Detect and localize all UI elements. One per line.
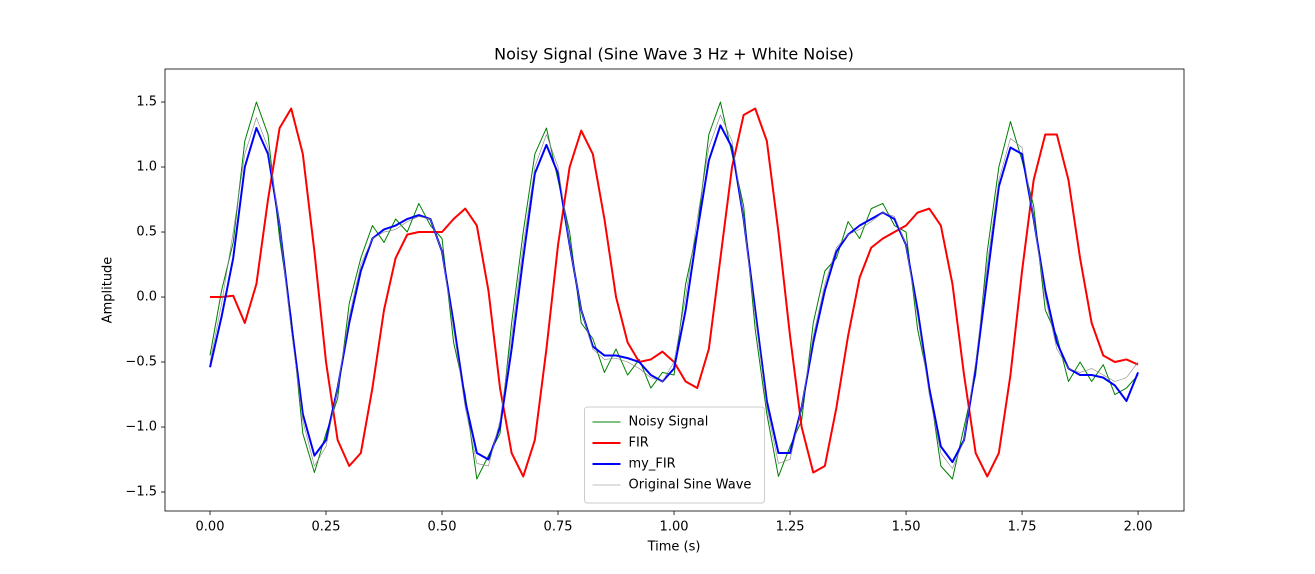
y-tick-label: 0.0 [136, 290, 157, 305]
x-tick-label: 1.25 [776, 520, 805, 535]
x-tick-label: 0.50 [428, 520, 457, 535]
legend-box [584, 406, 765, 504]
chart-title: Noisy Signal (Sine Wave 3 Hz + White Noi… [494, 45, 854, 64]
x-tick-label: 1.75 [1008, 520, 1037, 535]
x-axis-label: Time (s) [647, 540, 701, 555]
series-line [209, 124, 1139, 464]
x-tick-label: 2.00 [1124, 520, 1153, 535]
y-tick-label: −0.5 [125, 355, 157, 370]
series-line [209, 101, 1139, 480]
legend-label: my_FIR [629, 457, 676, 472]
y-tick-label: 1.0 [136, 160, 157, 175]
legend-label: FIR [629, 436, 649, 451]
legend-label: Noisy Signal [629, 415, 709, 430]
plot-frame [164, 68, 1185, 512]
series-line [209, 114, 1139, 469]
x-tick-label: 0.00 [196, 520, 225, 535]
x-tick-label: 0.75 [544, 520, 573, 535]
y-tick-label: −1.0 [125, 420, 157, 435]
x-tick-label: 1.00 [660, 520, 689, 535]
y-tick-label: 1.5 [136, 95, 157, 110]
legend-label: Original Sine Wave [629, 478, 752, 493]
y-tick-label: 0.5 [136, 225, 157, 240]
x-tick-label: 0.25 [312, 520, 341, 535]
y-axis-label: Amplitude [101, 257, 116, 324]
x-tick-label: 1.50 [892, 520, 921, 535]
y-tick-label: −1.5 [125, 485, 157, 500]
